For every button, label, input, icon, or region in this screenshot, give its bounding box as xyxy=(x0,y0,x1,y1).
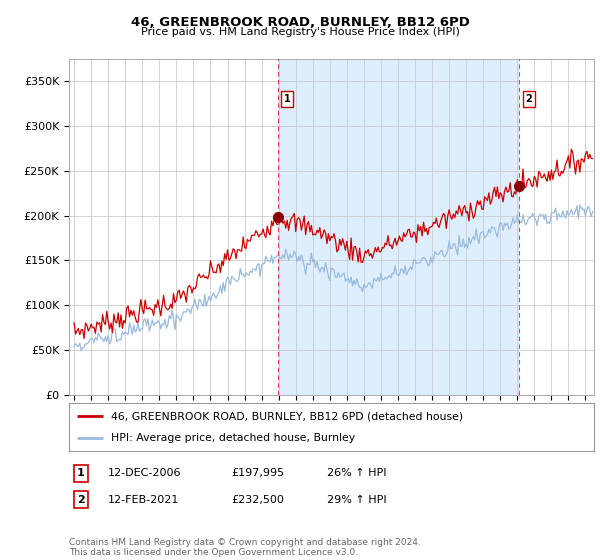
Text: Price paid vs. HM Land Registry's House Price Index (HPI): Price paid vs. HM Land Registry's House … xyxy=(140,27,460,37)
Text: 12-DEC-2006: 12-DEC-2006 xyxy=(108,468,182,478)
Text: Contains HM Land Registry data © Crown copyright and database right 2024.
This d: Contains HM Land Registry data © Crown c… xyxy=(69,538,421,557)
Text: 2: 2 xyxy=(526,94,532,104)
Text: 12-FEB-2021: 12-FEB-2021 xyxy=(108,494,179,505)
Bar xyxy=(278,59,520,395)
Text: 1: 1 xyxy=(284,94,290,104)
Text: 2: 2 xyxy=(77,494,85,505)
Text: £232,500: £232,500 xyxy=(231,494,284,505)
Text: £197,995: £197,995 xyxy=(231,468,284,478)
Text: 29% ↑ HPI: 29% ↑ HPI xyxy=(327,494,386,505)
Text: 46, GREENBROOK ROAD, BURNLEY, BB12 6PD (detached house): 46, GREENBROOK ROAD, BURNLEY, BB12 6PD (… xyxy=(111,411,463,421)
Text: 1: 1 xyxy=(77,468,85,478)
Text: HPI: Average price, detached house, Burnley: HPI: Average price, detached house, Burn… xyxy=(111,433,355,443)
Text: 46, GREENBROOK ROAD, BURNLEY, BB12 6PD: 46, GREENBROOK ROAD, BURNLEY, BB12 6PD xyxy=(131,16,469,29)
Text: 26% ↑ HPI: 26% ↑ HPI xyxy=(327,468,386,478)
